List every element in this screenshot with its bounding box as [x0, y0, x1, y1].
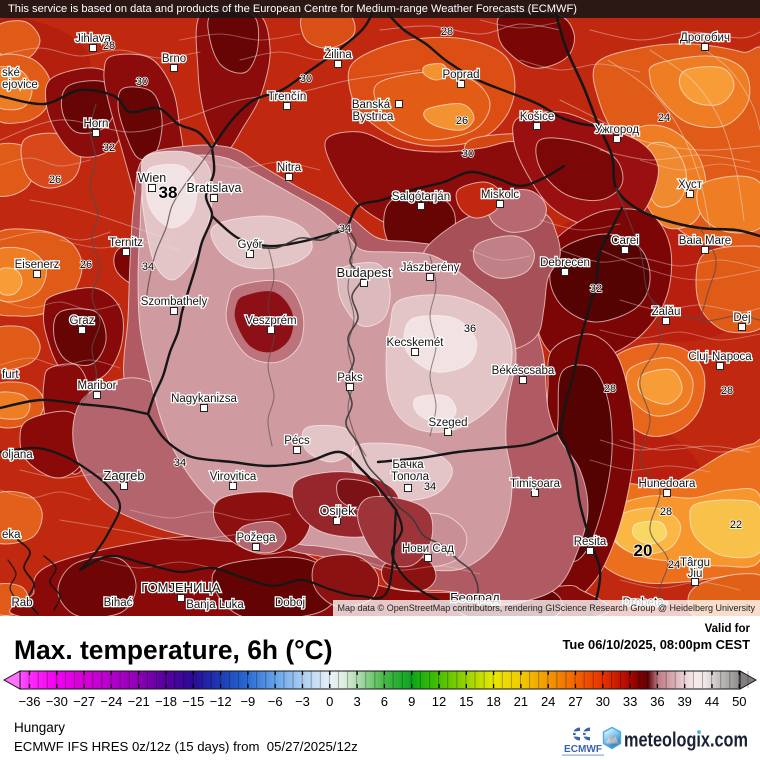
svg-text:ГОМЈЕНИЦА: ГОМЈЕНИЦА — [141, 580, 221, 595]
svg-text:ECMWF: ECMWF — [564, 744, 602, 755]
svg-text:38: 38 — [159, 183, 178, 202]
svg-text:Virovitica: Virovitica — [210, 471, 257, 483]
svg-text:Târgu: Târgu — [680, 557, 710, 569]
svg-text:Ужгород: Ужгород — [595, 124, 639, 136]
svg-text:Poprad: Poprad — [442, 69, 479, 81]
svg-text:Нови Сад: Нови Сад — [402, 543, 454, 555]
svg-text:30: 30 — [462, 148, 474, 160]
svg-text:Szeged: Szeged — [428, 417, 467, 429]
svg-text:Ternitz: Ternitz — [109, 237, 143, 249]
svg-text:28: 28 — [604, 383, 616, 395]
svg-text:28: 28 — [660, 506, 672, 518]
svg-text:34: 34 — [424, 481, 436, 493]
svg-text:34: 34 — [142, 261, 154, 273]
svg-text:Graz: Graz — [70, 315, 95, 327]
svg-text:Veszprém: Veszprém — [245, 315, 296, 327]
svg-text:Cluj-Napoca: Cluj-Napoca — [688, 351, 752, 363]
svg-text:Bihać: Bihać — [104, 597, 133, 609]
svg-text:Brno: Brno — [162, 53, 186, 65]
svg-text:34: 34 — [174, 457, 186, 469]
svg-text:24: 24 — [658, 112, 670, 124]
svg-text:36: 36 — [464, 323, 476, 335]
svg-text:28: 28 — [441, 26, 453, 38]
svg-text:Maribor: Maribor — [78, 380, 117, 392]
svg-text:Baia Mare: Baia Mare — [679, 235, 731, 247]
svg-text:Nitra: Nitra — [277, 162, 302, 174]
svg-text:Banská: Banská — [352, 99, 391, 111]
svg-text:Kecskemét: Kecskemét — [387, 337, 445, 349]
svg-text:Bratislava: Bratislava — [187, 181, 242, 195]
svg-text:Szombathely: Szombathely — [141, 296, 208, 308]
svg-text:34: 34 — [339, 223, 351, 235]
svg-text:Nagykanizsa: Nagykanizsa — [171, 393, 237, 405]
svg-text:Košice: Košice — [520, 111, 555, 123]
svg-text:Horn: Horn — [84, 118, 109, 130]
svg-text:Бачка: Бачка — [392, 459, 424, 471]
svg-text:Дрогобич: Дрогобич — [680, 32, 730, 44]
svg-text:Budapest: Budapest — [337, 265, 392, 280]
svg-text:Miskolc: Miskolc — [481, 189, 520, 201]
svg-text:Požega: Požega — [236, 532, 276, 544]
svg-text:eka: eka — [2, 529, 21, 541]
svg-text:Bystrica: Bystrica — [353, 111, 395, 123]
svg-text:28: 28 — [721, 385, 733, 397]
svg-text:32: 32 — [590, 283, 602, 295]
svg-text:Doboj: Doboj — [275, 597, 305, 609]
svg-text:22: 22 — [730, 519, 742, 531]
svg-text:Wien: Wien — [138, 171, 167, 185]
svg-text:Jihlava: Jihlava — [75, 33, 111, 45]
svg-text:Jászberény: Jászberény — [401, 262, 460, 274]
svg-text:Zagreb: Zagreb — [103, 468, 144, 483]
svg-text:ejovice: ejovice — [2, 79, 38, 91]
svg-text:30: 30 — [300, 73, 312, 85]
svg-text:Békéscsaba: Békéscsaba — [492, 365, 555, 377]
svg-text:26: 26 — [456, 115, 468, 127]
svg-text:Banja Luka: Banja Luka — [186, 599, 244, 611]
svg-text:Jiu: Jiu — [688, 568, 703, 580]
svg-text:26: 26 — [80, 259, 92, 271]
svg-text:Timișoara: Timișoara — [510, 478, 561, 490]
svg-text:Salgótarján: Salgótarján — [392, 191, 450, 203]
svg-text:30: 30 — [136, 76, 148, 88]
svg-text:Топола: Топола — [391, 471, 430, 483]
svg-text:Žilina: Žilina — [324, 48, 352, 61]
svg-text:Eisenerz: Eisenerz — [15, 259, 60, 271]
svg-text:oljana: oljana — [2, 449, 33, 461]
svg-text:furt: furt — [2, 369, 19, 381]
svg-text:Pécs: Pécs — [284, 435, 310, 447]
svg-text:Resita: Resita — [574, 536, 607, 548]
svg-text:20: 20 — [634, 541, 653, 560]
svg-text:Osijek: Osijek — [320, 504, 355, 518]
svg-text:Győr: Győr — [238, 239, 263, 251]
svg-text:ské: ské — [2, 67, 20, 79]
svg-text:32: 32 — [103, 142, 115, 154]
svg-text:Zalău: Zalău — [652, 306, 681, 318]
svg-text:Хуст: Хуст — [678, 179, 703, 191]
svg-text:Paks: Paks — [337, 372, 363, 384]
svg-text:Carei: Carei — [611, 235, 638, 247]
svg-text:Debrecen: Debrecen — [540, 257, 590, 269]
svg-text:Rab: Rab — [11, 597, 32, 609]
svg-text:Hunedoara: Hunedoara — [639, 478, 697, 490]
svg-text:Trenčín: Trenčín — [268, 91, 307, 103]
svg-text:Dej: Dej — [733, 312, 750, 324]
svg-text:26: 26 — [49, 174, 61, 186]
svg-text:24: 24 — [668, 559, 680, 571]
svg-text:meteologix.com: meteologix.com — [624, 730, 748, 752]
svg-text:28: 28 — [103, 40, 115, 52]
